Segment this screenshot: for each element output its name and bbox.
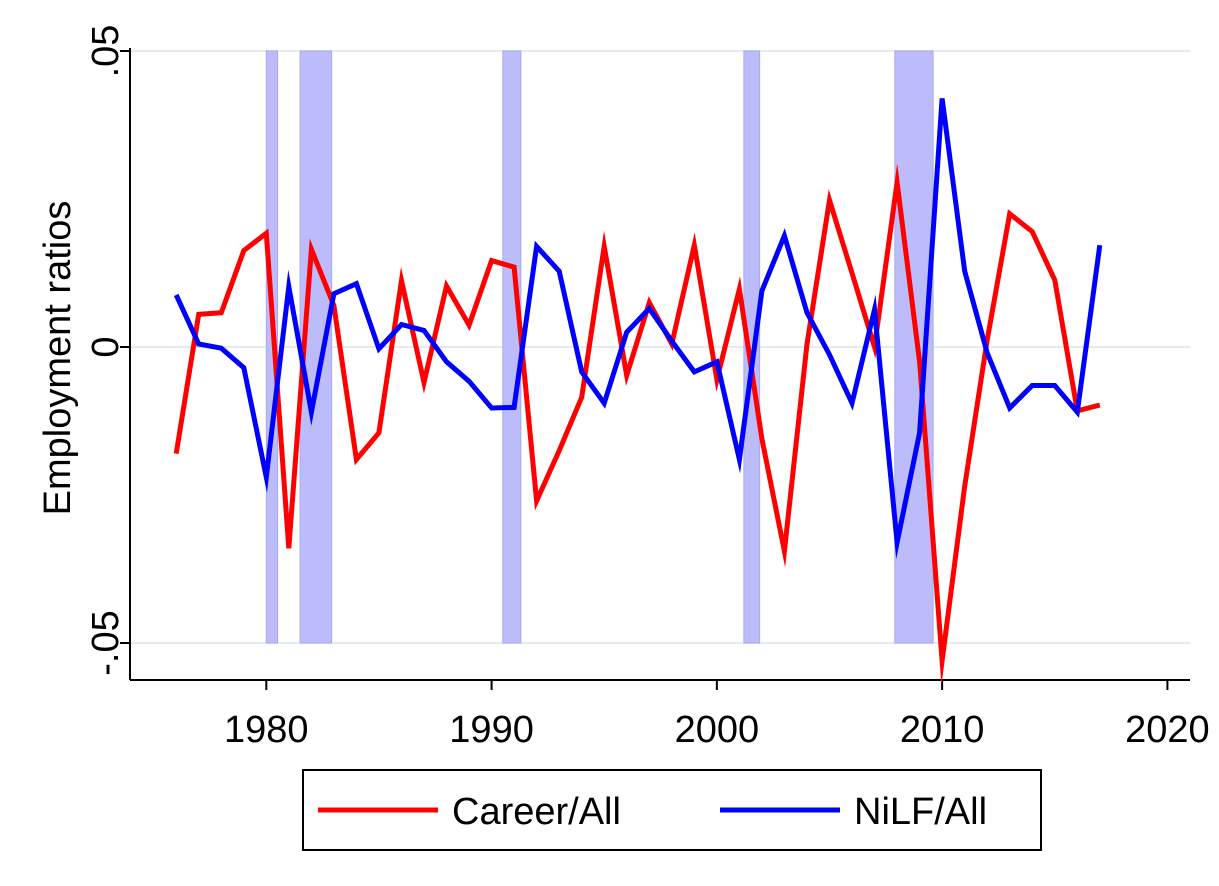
legend-label-nilf-all: NiLF/All bbox=[854, 791, 987, 833]
x-tick-label-3: 2010 bbox=[900, 709, 985, 751]
recession-band-3 bbox=[743, 50, 761, 644]
legend-box bbox=[302, 769, 1042, 851]
x-tick-label-4: 2020 bbox=[1125, 709, 1210, 751]
y-tick-label-0: -.05 bbox=[85, 610, 127, 675]
x-tick-label-1: 1990 bbox=[449, 709, 534, 751]
y-tick-label-1: 0 bbox=[85, 336, 127, 357]
axes: -.05 0 .05 1980 1990 2000 2010 2020 bbox=[85, 25, 1210, 751]
recession-band-2 bbox=[502, 50, 522, 644]
series-line-nilf-all bbox=[173, 98, 1103, 560]
series-lines bbox=[173, 98, 1103, 686]
legend-label-career-all: Career/All bbox=[452, 791, 621, 833]
x-tick-label-0: 1980 bbox=[224, 709, 309, 751]
y-tick-label-2: .05 bbox=[85, 25, 127, 78]
legend: Career/All NiLF/All bbox=[302, 769, 1042, 851]
series-line-career-all bbox=[173, 163, 1101, 686]
x-tick-label-2: 2000 bbox=[675, 709, 760, 751]
y-axis-title: Employment ratios bbox=[37, 201, 79, 516]
